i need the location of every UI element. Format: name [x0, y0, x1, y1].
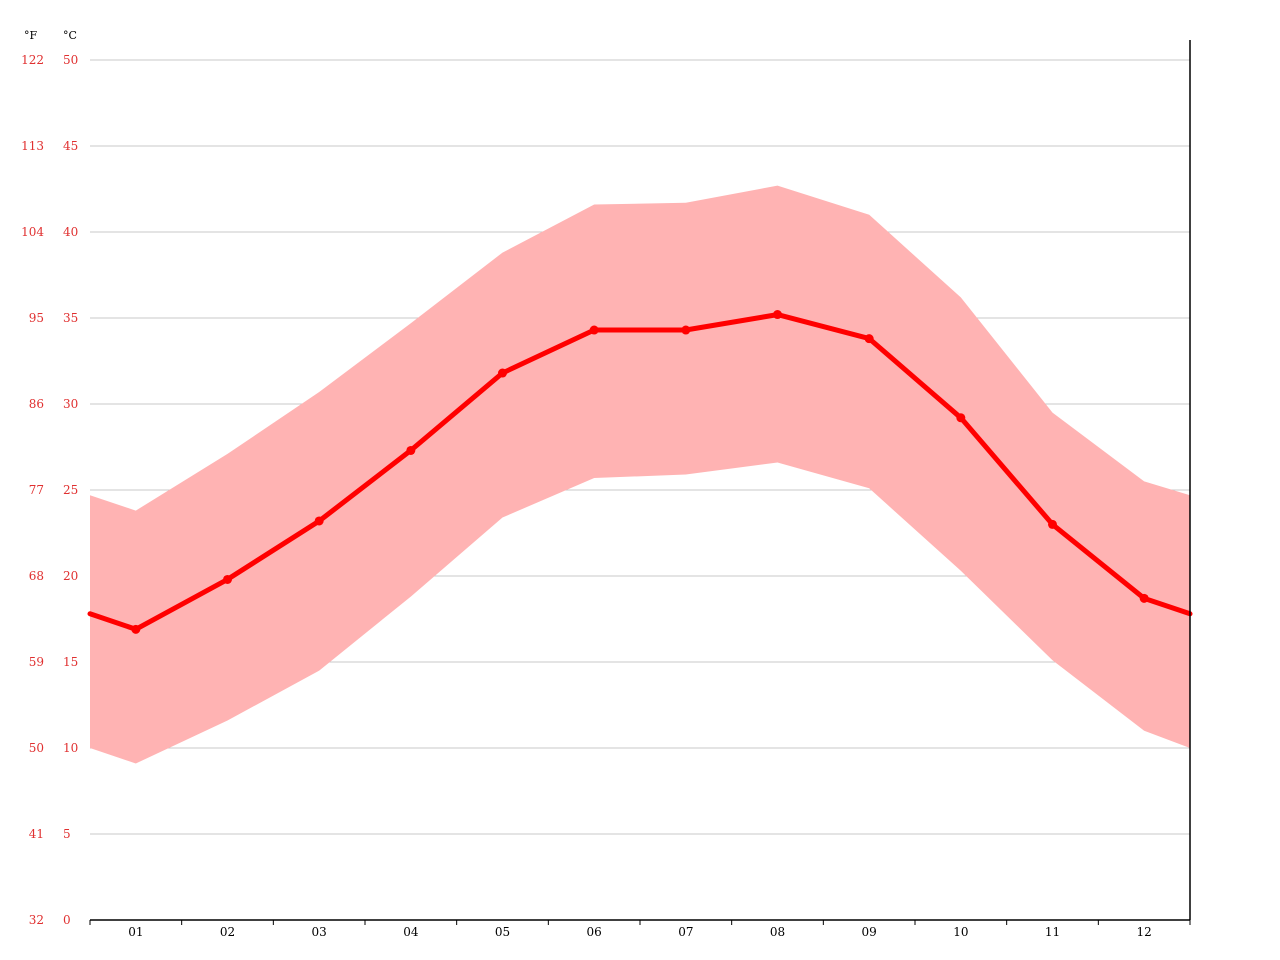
- band-area: [90, 185, 1190, 764]
- y-tick-label-f-113: 113: [21, 139, 44, 153]
- x-tick-label-01: 01: [128, 925, 143, 939]
- y-tick-label-c-15: 15: [63, 655, 78, 669]
- y-tick-label-f-86: 86: [29, 397, 44, 411]
- x-tick-label-02: 02: [220, 925, 235, 939]
- y-tick-label-c-45: 45: [63, 139, 78, 153]
- temperature-range-band: [90, 185, 1190, 764]
- y-tick-label-f-122: 122: [21, 53, 44, 67]
- y-tick-label-f-77: 77: [29, 483, 44, 497]
- data-point-10: [956, 413, 966, 423]
- x-tick-label-08: 08: [770, 925, 785, 939]
- x-tick-label-12: 12: [1137, 925, 1152, 939]
- fahrenheit-unit-label: °F: [24, 29, 38, 42]
- y-tick-label-f-104: 104: [21, 225, 44, 239]
- data-point-01: [131, 624, 141, 634]
- y-tick-label-c-5: 5: [63, 827, 71, 841]
- y-tick-label-f-59: 59: [29, 655, 44, 669]
- x-tick-label-10: 10: [953, 925, 968, 939]
- x-tick-label-05: 05: [495, 925, 510, 939]
- x-tick-label-03: 03: [312, 925, 327, 939]
- y-tick-label-c-40: 40: [63, 225, 78, 239]
- data-point-07: [681, 325, 691, 335]
- x-tick-label-07: 07: [678, 925, 693, 939]
- y-tick-label-f-32: 32: [29, 913, 44, 927]
- x-tick-label-04: 04: [403, 925, 419, 939]
- celsius-unit-label: °C: [63, 29, 77, 42]
- data-point-11: [1048, 519, 1057, 529]
- y-tick-label-c-35: 35: [63, 311, 78, 325]
- y-tick-label-f-68: 68: [29, 569, 44, 583]
- data-point-04: [406, 445, 416, 455]
- data-point-09: [864, 334, 874, 344]
- data-point-03: [314, 516, 324, 526]
- data-point-08: [773, 310, 782, 320]
- y-axis-labels: 32 0 41 5 50 10 59 15 68 20 77 25 86 30 95 35 104 40 113 45…: [21, 53, 78, 927]
- y-tick-label-f-95: 95: [29, 311, 44, 325]
- x-tick-label-06: 06: [587, 925, 602, 939]
- x-tick-label-11: 11: [1045, 925, 1060, 939]
- data-point-06: [589, 325, 599, 335]
- x-tick-label-09: 09: [862, 925, 877, 939]
- y-tick-label-c-25: 25: [63, 483, 78, 497]
- y-tick-label-c-0: 0: [63, 913, 71, 927]
- average-line-path: [87, 312, 1193, 632]
- y-tick-label-c-50: 50: [63, 53, 78, 67]
- data-point-05: [498, 368, 507, 378]
- y-tick-label-c-20: 20: [63, 569, 78, 583]
- data-point-12: [1139, 593, 1149, 603]
- y-tick-label-c-10: 10: [63, 741, 78, 755]
- average-temperature-points: [131, 310, 1149, 634]
- average-temperature-line: [87, 312, 1193, 632]
- y-tick-label-f-50: 50: [29, 741, 44, 755]
- y-tick-label-c-30: 30: [63, 397, 78, 411]
- data-point-02: [223, 574, 232, 584]
- y-tick-label-f-41: 41: [29, 827, 44, 841]
- x-axis: 01 02 03 04 05 06 07 08 09 10 11 12: [89, 919, 1191, 939]
